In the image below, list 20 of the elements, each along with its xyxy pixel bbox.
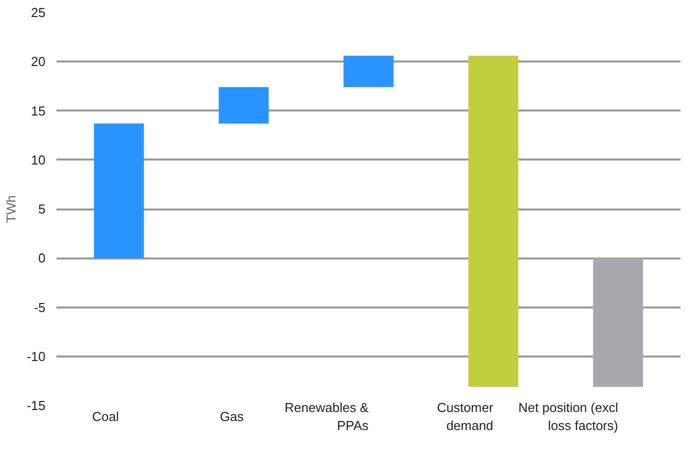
y-tick-label: 20 [31,54,46,70]
x-tick-label: Gas [220,409,244,424]
y-tick-label: 10 [31,152,46,168]
bar [468,56,518,387]
bar [344,56,394,88]
y-tick-label: -15 [26,398,46,413]
bar [218,87,269,124]
y-tick-label: 0 [38,250,46,266]
x-tick-label: Renewables & PPAs [284,400,369,433]
y-axis-title: TWh [4,195,19,223]
x-tick-label: Net position (excl loss factors) [518,400,618,433]
bar [593,258,644,387]
y-tick-label: -10 [26,348,46,364]
bar [94,124,144,258]
y-tick-label: 25 [31,5,46,20]
y-tick-label: 15 [31,103,46,118]
y-tick-label: -5 [34,300,46,315]
x-tick-label: Customer demand [436,400,494,433]
x-tick-label: Coal [92,409,120,424]
y-tick-label: 5 [38,202,46,216]
